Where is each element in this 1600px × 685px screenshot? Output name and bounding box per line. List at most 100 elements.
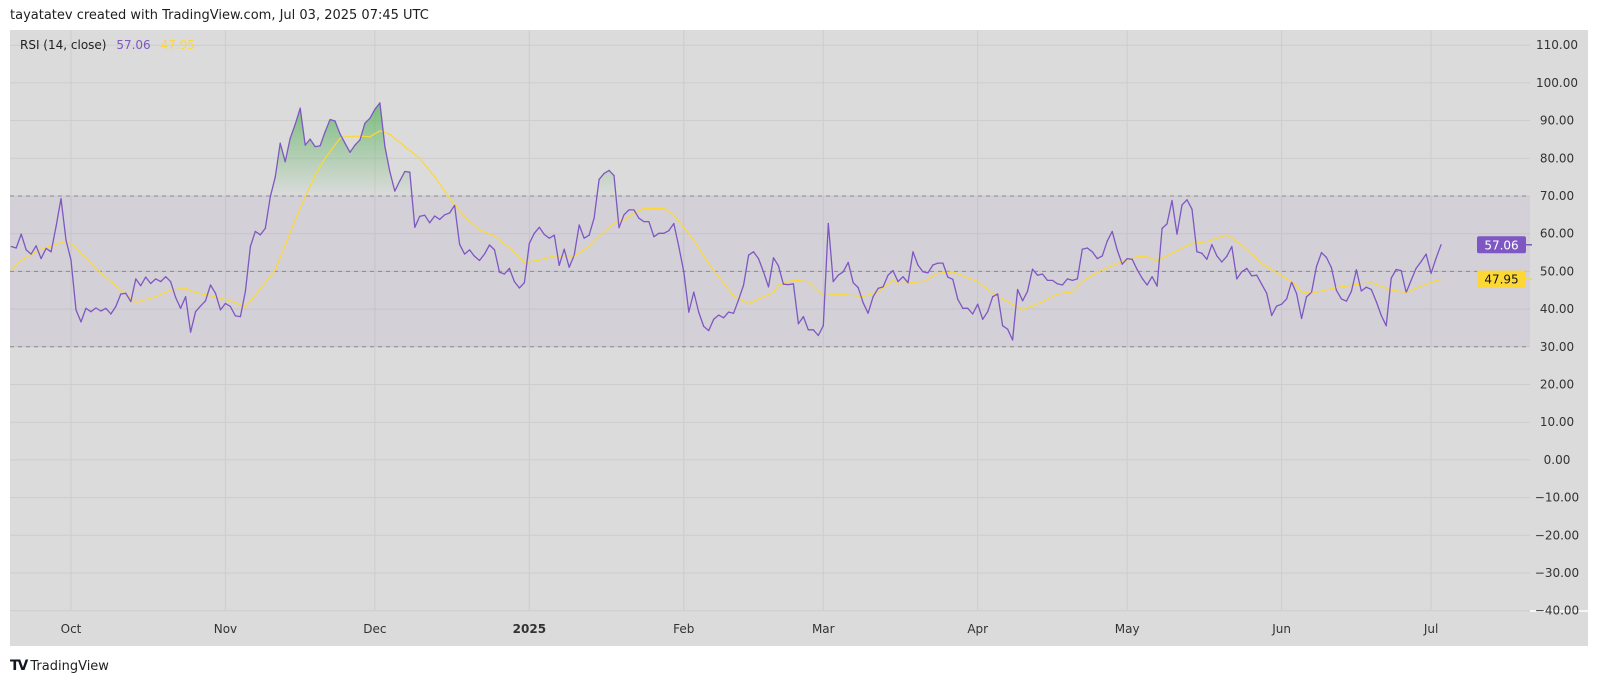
rsi-point — [1071, 279, 1073, 282]
rsi-point — [254, 230, 256, 233]
ma-point — [1171, 252, 1173, 254]
rsi-point — [1325, 256, 1328, 259]
rsi-point — [1091, 251, 1093, 253]
ma-point — [95, 267, 97, 269]
rsi-point — [1076, 278, 1078, 280]
indicator-legend[interactable]: RSI (14, close) 57.06 47.95 — [20, 38, 201, 52]
ma-point — [1241, 244, 1243, 246]
rsi-point — [508, 267, 511, 269]
rsi-point — [563, 248, 565, 250]
rsi-point — [1365, 286, 1367, 288]
rsi-point — [872, 296, 874, 298]
rsi-point — [399, 180, 401, 182]
rsi-point — [259, 234, 261, 236]
rsi-point — [55, 225, 57, 227]
price-axis[interactable]: 110.00 100.00 90.00 80.00 70.00 60.00 50.00 40.… — [1535, 38, 1579, 618]
chart-frame — [10, 30, 1588, 646]
ma-point — [110, 281, 112, 283]
ma-point — [369, 136, 371, 138]
rsi-point — [424, 214, 426, 216]
rsi-point — [1241, 271, 1243, 273]
rsi-point — [792, 283, 794, 285]
ma-point — [1121, 261, 1123, 263]
rsi-point — [1246, 267, 1248, 269]
rsi-point — [319, 145, 321, 147]
y-tick-label: 30.00 — [1540, 340, 1574, 354]
rsi-point — [1171, 199, 1173, 202]
rsi-point — [513, 280, 515, 283]
rsi-point — [449, 212, 451, 214]
footer-branding[interactable]: TV TradingView — [10, 658, 109, 674]
rsi-point — [458, 243, 461, 245]
rsi-point — [264, 227, 266, 230]
ma-point — [419, 157, 421, 159]
rsi-point — [120, 293, 122, 295]
rsi-point — [902, 276, 904, 278]
rsi-point — [170, 280, 172, 283]
rsi-point — [100, 310, 102, 312]
time-axis[interactable]: Oct Nov Dec 2025 Feb Mar Apr May Jun Jul — [61, 622, 1439, 636]
rsi-point — [643, 221, 645, 223]
rsi-point — [503, 273, 506, 275]
rsi-point — [1400, 270, 1402, 272]
ma-point — [613, 223, 615, 225]
rsi-point — [1021, 300, 1024, 302]
rsi-point — [608, 169, 610, 171]
ma-point — [493, 235, 495, 237]
rsi-point — [379, 102, 381, 104]
rsi-point — [160, 280, 162, 283]
rsi-point — [1051, 279, 1054, 282]
x-tick-label: Mar — [812, 622, 835, 636]
rsi-point — [150, 282, 152, 285]
x-tick-label: Jul — [1423, 622, 1438, 636]
rsi-point — [638, 217, 640, 219]
rsi-point — [747, 254, 750, 256]
rsi-point — [733, 312, 735, 314]
rsi-point — [165, 276, 167, 278]
rsi-point — [1276, 305, 1278, 307]
ma-point — [304, 196, 306, 198]
rsi-point — [289, 137, 291, 139]
y-tick-label: 0.00 — [1544, 453, 1571, 467]
rsi-point — [528, 242, 530, 245]
rsi-point — [389, 170, 391, 173]
ma-point — [344, 136, 346, 138]
rsi-point — [488, 244, 491, 246]
rsi-point — [145, 276, 147, 278]
ma-point — [339, 137, 341, 139]
rsi-point — [274, 176, 276, 178]
ma-legend-value: 47.95 — [160, 38, 195, 52]
rsi-point — [105, 307, 107, 309]
rsi-point — [1186, 199, 1188, 201]
rsi-point — [907, 282, 909, 284]
ma-point — [718, 276, 720, 278]
rsi-point — [40, 257, 42, 260]
rsi-point — [1370, 288, 1372, 291]
rsi-point — [454, 204, 456, 207]
ma-point — [1136, 256, 1138, 258]
ma-point — [1022, 309, 1024, 311]
rsi-point — [334, 120, 336, 122]
ma-point — [294, 219, 296, 221]
rsi-point — [1196, 251, 1198, 253]
rsi-point — [384, 146, 386, 148]
rsi-point — [1206, 258, 1208, 260]
rsi-point — [439, 218, 441, 220]
rsi-point — [204, 300, 207, 302]
rsi-point — [180, 307, 182, 309]
rsi-point — [683, 271, 685, 273]
rsi-point — [1201, 252, 1203, 254]
ma-point — [1360, 283, 1362, 285]
rsi-point — [568, 266, 570, 268]
ma-point — [434, 176, 436, 178]
rsi-point — [802, 316, 804, 318]
ma-point — [603, 231, 605, 233]
rsi-point — [110, 313, 112, 315]
rsi-point — [1036, 274, 1039, 276]
y-tick-label: 20.00 — [1540, 378, 1574, 392]
rsi-point — [882, 286, 884, 288]
x-tick-label: Oct — [61, 622, 82, 636]
rsi-point — [284, 161, 286, 163]
rsi-point — [1395, 268, 1397, 271]
